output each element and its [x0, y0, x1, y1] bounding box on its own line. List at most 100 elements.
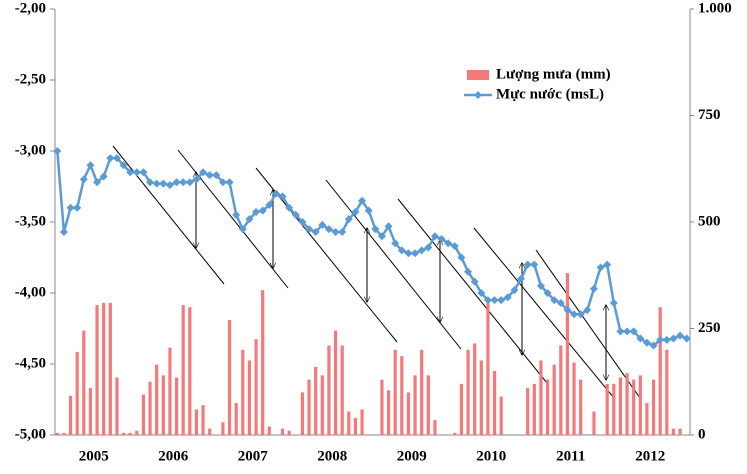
bar [208, 428, 212, 435]
marker [450, 242, 459, 251]
bar [102, 302, 106, 435]
marker [430, 232, 439, 241]
bar [88, 388, 93, 435]
bar [62, 432, 66, 435]
marker [642, 338, 651, 347]
bar [420, 349, 424, 435]
marker [238, 225, 247, 234]
marker [510, 286, 519, 295]
y2-tick-label: 500 [698, 213, 721, 229]
marker [185, 178, 194, 187]
marker [497, 296, 506, 305]
marker [152, 179, 161, 188]
marker [417, 246, 426, 255]
bar [473, 343, 477, 435]
bar [592, 411, 596, 435]
bar [227, 319, 232, 435]
marker [271, 189, 280, 198]
marker [364, 206, 373, 215]
marker [616, 327, 625, 336]
marker [265, 200, 274, 209]
marker [636, 334, 645, 343]
marker [623, 327, 632, 336]
marker [99, 172, 108, 181]
x-tick-label: 2011 [556, 448, 585, 464]
bar [247, 360, 252, 435]
x-tick-label: 2010 [476, 448, 506, 464]
marker [404, 249, 413, 258]
marker [66, 203, 75, 212]
marker [338, 227, 347, 236]
marker [437, 235, 446, 244]
marker [126, 168, 135, 177]
marker [311, 227, 320, 236]
marker [550, 296, 559, 305]
marker [212, 171, 221, 180]
bar [115, 377, 119, 435]
bar [645, 403, 649, 435]
marker [351, 208, 360, 217]
marker [596, 263, 605, 272]
bar [400, 356, 404, 435]
marker [132, 168, 141, 177]
bar [267, 426, 271, 435]
marker [285, 203, 294, 212]
bar [234, 403, 238, 435]
bar [678, 428, 682, 435]
bar [221, 422, 225, 435]
bar [526, 388, 530, 435]
bar [347, 411, 351, 435]
marker [79, 175, 88, 184]
y2-tick-label: 1.000 [698, 0, 732, 16]
bar [55, 432, 59, 435]
marker [444, 239, 453, 248]
bar [135, 430, 139, 435]
bar [287, 430, 291, 435]
bar [671, 428, 676, 435]
marker [324, 225, 333, 234]
bar [360, 409, 364, 435]
marker [278, 192, 287, 201]
marker [397, 246, 406, 255]
y-tick-label: -4,50 [15, 355, 46, 371]
bar [565, 273, 570, 435]
marker [146, 178, 155, 187]
bar [174, 377, 179, 435]
bar [201, 405, 205, 435]
marker [682, 334, 691, 343]
marker [93, 178, 102, 187]
marker [517, 274, 526, 283]
marker [669, 334, 678, 343]
bar [486, 302, 490, 435]
marker [205, 171, 214, 180]
bar [605, 383, 609, 435]
y2-tick-label: 750 [698, 107, 721, 123]
marker [199, 168, 208, 177]
y2-tick-label: 0 [698, 426, 706, 442]
marker [503, 293, 512, 302]
bar [168, 347, 172, 435]
marker [676, 331, 685, 340]
marker [53, 147, 62, 155]
marker [483, 296, 492, 305]
bar [155, 364, 159, 435]
marker [656, 335, 665, 344]
bar [413, 375, 417, 435]
bar [426, 375, 430, 435]
bar [300, 392, 305, 435]
bar [393, 349, 397, 435]
marker [629, 327, 638, 336]
marker [609, 298, 618, 307]
marker [179, 178, 188, 187]
bar [552, 364, 556, 435]
marker [536, 281, 545, 290]
bar [453, 432, 457, 435]
bar [353, 417, 358, 435]
x-tick-label: 2007 [238, 448, 269, 464]
marker [589, 284, 598, 293]
bar [572, 362, 576, 435]
marker [59, 227, 68, 236]
marker [490, 296, 499, 305]
y-tick-label: -2,50 [15, 71, 46, 87]
